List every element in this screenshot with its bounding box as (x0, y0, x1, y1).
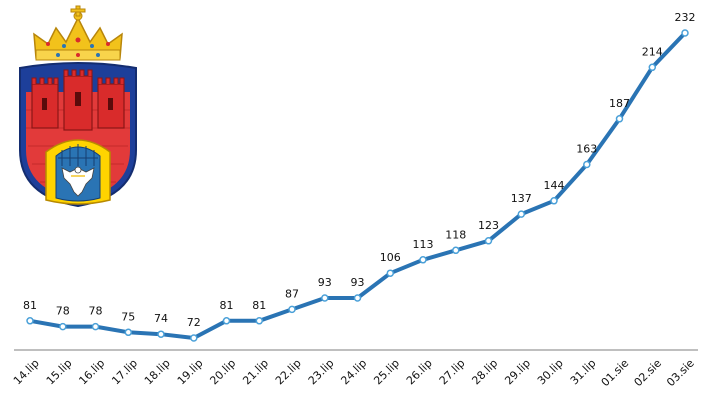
data-point-30.lip (550, 197, 558, 205)
data-point-27.lip (452, 246, 460, 255)
data-point-16.lip (91, 322, 100, 331)
data-labels: 81 78 78 75 74 72 81 81 87 93 93 106 113 118 123 137 144… (23, 11, 696, 329)
data-label-28.lip: 123 (478, 219, 499, 232)
data-label-29.lip: 137 (511, 192, 532, 205)
gate-with-eagle (45, 139, 111, 205)
data-label-31.lip: 163 (576, 143, 597, 156)
data-point-21.lip (255, 317, 264, 325)
data-label-19.lip: 72 (187, 316, 201, 329)
data-label-15.lip: 78 (56, 305, 70, 318)
data-point-01.sie (615, 115, 624, 123)
data-label-14.lip: 81 (23, 299, 37, 312)
data-point-03.sie (681, 29, 689, 37)
data-point-28.lip (484, 237, 493, 245)
series-group: 81 78 78 75 74 72 81 81 87 93 93 106 113 118 123 137 144… (23, 11, 696, 342)
x-tick-labels: 14.lip 15.lip 16.lip 17.lip 18.lip 19.lip 20.l… (11, 356, 697, 389)
x-tick-label-24.lip: 24.lip (338, 357, 369, 388)
data-label-17.lip: 75 (121, 310, 135, 323)
data-label-02.sie: 214 (642, 45, 663, 58)
data-label-27.lip: 118 (445, 228, 466, 241)
crown-icon (33, 5, 123, 61)
data-label-18.lip: 74 (154, 312, 168, 325)
data-point-17.lip (124, 328, 133, 337)
data-point-02.sie (648, 63, 657, 72)
data-point-23.lip (321, 294, 329, 302)
data-label-16.lip: 78 (89, 305, 103, 318)
data-point-29.lip (517, 210, 526, 218)
x-tick-label-27.lip: 27.lip (437, 357, 468, 388)
data-label-03.sie: 232 (675, 11, 696, 24)
data-point-18.lip (157, 330, 165, 338)
x-tick-label-02.sie: 02.sie (632, 356, 665, 389)
data-point-25.lip (386, 269, 395, 277)
x-tick-label-17.lip: 17.lip (109, 357, 140, 388)
tower-left (31, 77, 59, 129)
krakow-coat-of-arms-icon (19, 5, 137, 208)
data-point-22.lip (288, 305, 296, 314)
data-label-21.lip: 81 (252, 299, 266, 312)
x-tick-label-14.lip: 14.lip (11, 357, 42, 388)
x-tick-label-30.lip: 30.lip (535, 357, 566, 388)
data-point-19.lip (190, 334, 198, 342)
x-tick-label-01.sie: 01.sie (599, 356, 632, 389)
data-label-22.lip: 87 (285, 287, 299, 300)
data-label-30.lip: 144 (544, 179, 565, 192)
x-tick-label-29.lip: 29.lip (502, 357, 533, 388)
x-tick-label-16.lip: 16.lip (76, 357, 107, 388)
series-markers (26, 29, 689, 342)
x-tick-label-15.lip: 15.lip (44, 357, 75, 388)
data-point-14.lip (26, 317, 34, 325)
data-point-20.lip (222, 317, 231, 325)
x-tick-label-03.sie: 03.sie (664, 356, 697, 389)
x-tick-label-31.lip: 31.lip (568, 357, 599, 388)
data-point-15.lip (59, 322, 67, 331)
x-tick-label-25.lip: 25.lip (371, 357, 402, 388)
x-tick-label-20.lip: 20.lip (207, 357, 238, 388)
data-point-24.lip (353, 294, 362, 302)
data-label-01.sie: 187 (609, 97, 630, 110)
x-tick-label-23.lip: 23.lip (306, 357, 337, 388)
x-tick-label-26.lip: 26.lip (404, 357, 435, 388)
data-label-20.lip: 81 (220, 299, 234, 312)
data-label-26.lip: 113 (413, 238, 434, 251)
data-point-26.lip (419, 256, 427, 264)
x-tick-label-19.lip: 19.lip (175, 357, 206, 388)
x-tick-label-22.lip: 22.lip (273, 357, 304, 388)
data-point-31.lip (583, 160, 591, 169)
x-tick-label-21.lip: 21.lip (240, 357, 271, 388)
x-tick-label-28.lip: 28.lip (469, 357, 500, 388)
tower-right (97, 77, 125, 129)
x-tick-label-18.lip: 18.lip (142, 357, 173, 388)
data-label-25.lip: 106 (380, 251, 401, 264)
data-label-23.lip: 93 (318, 276, 332, 289)
tower-center (63, 69, 93, 131)
data-label-24.lip: 93 (351, 276, 365, 289)
